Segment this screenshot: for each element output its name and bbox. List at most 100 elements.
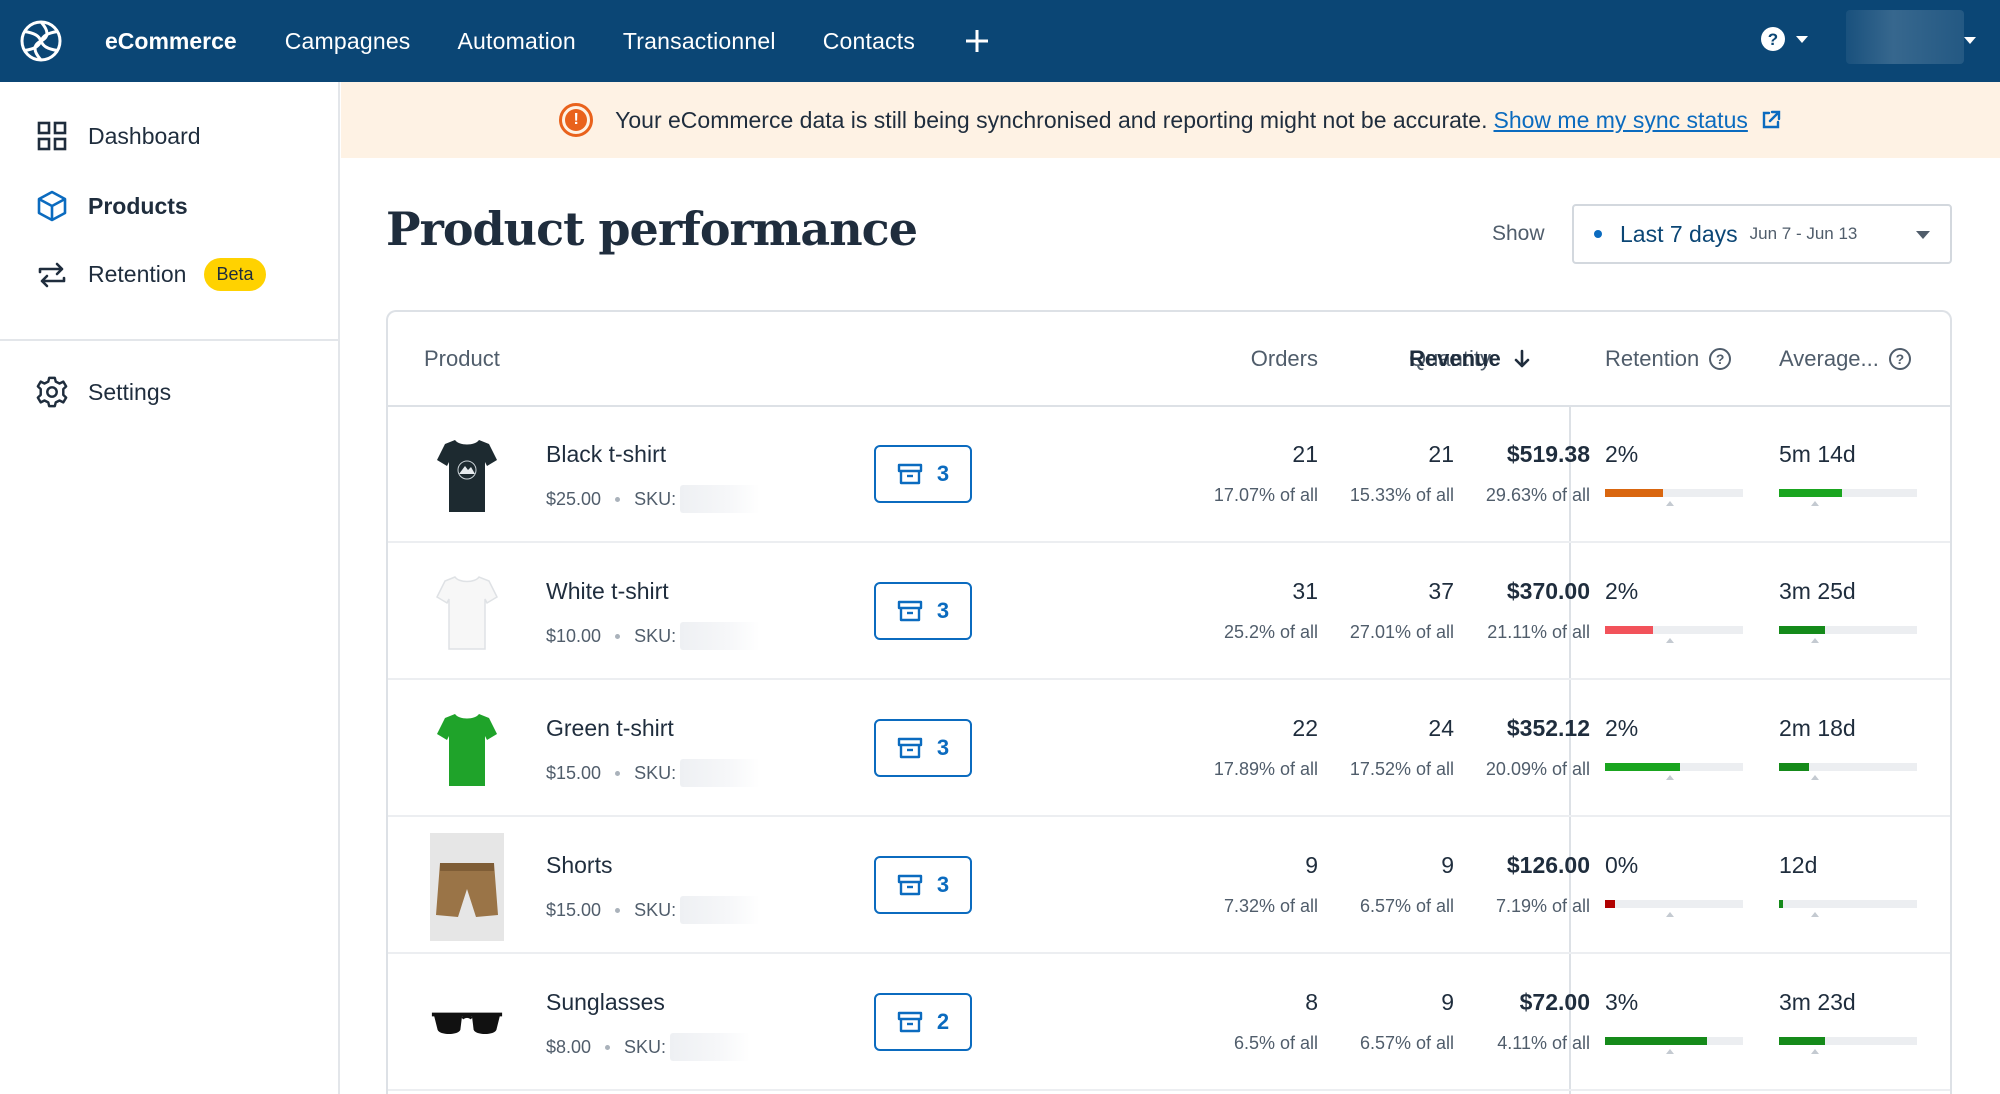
average-bar[interactable] — [1779, 1037, 1917, 1054]
orders-value: 22 — [1292, 715, 1318, 741]
quantity-pct: 6.57% of all — [1359, 896, 1454, 916]
campaigns-button[interactable]: 3 — [874, 719, 972, 777]
archive-box-icon — [897, 600, 923, 622]
campaigns-button[interactable]: 3 — [874, 856, 972, 914]
product-name[interactable]: Green t-shirt — [546, 715, 674, 741]
sku-value-redacted — [680, 896, 761, 924]
nav-contacts[interactable]: Contacts — [822, 27, 916, 54]
sidebar-item-retention[interactable]: Retention Beta — [36, 258, 266, 291]
product-name[interactable]: Black t-shirt — [546, 441, 667, 467]
sku-label: SKU: — [624, 1036, 667, 1057]
benchmark-marker — [1666, 501, 1674, 506]
retention-bar[interactable] — [1605, 1037, 1743, 1054]
nav-brand[interactable]: eCommerce — [105, 27, 237, 54]
revenue-pct: 21.11% of all — [1487, 622, 1590, 642]
help-icon[interactable]: ? — [1888, 348, 1911, 370]
retention-bar[interactable] — [1605, 900, 1743, 917]
brevo-logo-icon[interactable] — [0, 0, 82, 82]
sidebar-divider — [0, 339, 338, 341]
col-average[interactable]: Average... ? — [1779, 346, 1911, 372]
average-bar[interactable] — [1779, 489, 1917, 506]
col-product[interactable]: Product — [424, 346, 500, 371]
table-row[interactable]: White t-shirt $10.00 SKU: 3 31 25.2% of … — [388, 544, 1950, 680]
average-bar[interactable] — [1779, 626, 1917, 643]
revenue-value: $370.00 — [1506, 578, 1590, 604]
product-name[interactable]: White t-shirt — [546, 578, 669, 604]
product-thumbnail[interactable] — [430, 979, 504, 1069]
benchmark-marker — [1666, 775, 1674, 780]
quantity-pct: 17.52% of all — [1349, 759, 1454, 779]
campaigns-button[interactable]: 3 — [874, 582, 972, 640]
revenue-pct: 7.19% of all — [1495, 896, 1590, 916]
average-bar[interactable] — [1779, 763, 1917, 780]
quantity-value: 21 — [1428, 441, 1454, 467]
orders-value: 21 — [1292, 441, 1318, 467]
average-bar[interactable] — [1779, 900, 1917, 917]
product-thumbnail[interactable] — [430, 705, 504, 795]
sidebar-item-settings[interactable]: Settings — [36, 376, 171, 408]
sidebar-item-label: Dashboard — [88, 122, 201, 149]
sidebar-item-label: Settings — [88, 378, 172, 405]
archive-box-icon — [897, 874, 923, 896]
average-bar-fill — [1779, 489, 1842, 497]
average-bar-fill — [1779, 763, 1809, 771]
white-tshirt-image — [436, 576, 498, 650]
orders-value: 8 — [1305, 989, 1318, 1015]
separator-dot — [615, 633, 621, 639]
sidebar-item-products[interactable]: Products — [36, 190, 188, 222]
retention-bar[interactable] — [1605, 489, 1743, 506]
product-price: $25.00 — [546, 488, 602, 509]
retention-value: 0% — [1605, 852, 1639, 878]
beta-badge: Beta — [204, 258, 266, 291]
chevron-down-icon[interactable] — [1964, 37, 1976, 44]
repeat-icon — [36, 259, 68, 291]
campaigns-button[interactable]: 3 — [874, 445, 972, 503]
table-row[interactable]: Black t-shirt $25.00 SKU: 3 21 17.07% of… — [388, 407, 1950, 543]
help-icon[interactable]: ? — [1709, 348, 1732, 370]
product-price: $8.00 — [546, 1036, 592, 1057]
retention-bar[interactable] — [1605, 763, 1743, 780]
benchmark-marker — [1811, 775, 1819, 780]
nav-automation[interactable]: Automation — [457, 27, 576, 54]
retention-bar-fill — [1605, 626, 1653, 634]
external-link-icon[interactable] — [1760, 109, 1782, 131]
product-thumbnail[interactable] — [430, 568, 504, 658]
date-range-select[interactable]: Last 7 days Jun 7 - Jun 13 — [1572, 204, 1952, 264]
benchmark-marker — [1811, 638, 1819, 643]
campaigns-button[interactable]: 2 — [874, 993, 972, 1051]
help-icon: ? — [1761, 27, 1785, 51]
warning-icon: ! — [559, 103, 594, 137]
retention-bar[interactable] — [1605, 626, 1743, 643]
quantity-pct: 6.57% of all — [1359, 1033, 1454, 1053]
sync-status-link[interactable]: Show me my sync status — [1493, 106, 1748, 133]
table-row[interactable]: Sunglasses $8.00 SKU: 2 8 6.5% of all 9 … — [388, 955, 1950, 1091]
retention-bar-fill — [1605, 900, 1615, 908]
col-quantity[interactable]: Quantity — [1409, 346, 1491, 371]
nav-transactionnel[interactable]: Transactionnel — [622, 27, 776, 54]
banner-text: Your eCommerce data is still being synch… — [615, 106, 1488, 133]
col-retention[interactable]: Retention ? — [1605, 346, 1732, 372]
product-thumbnail[interactable] — [430, 431, 504, 521]
retention-value: 2% — [1605, 578, 1639, 604]
average-bar-fill — [1779, 626, 1825, 634]
revenue-pct: 29.63% of all — [1485, 485, 1590, 505]
table-row[interactable]: Green t-shirt $15.00 SKU: 3 22 17.89% of… — [388, 681, 1950, 817]
col-revenue[interactable]: Revenue — [1409, 346, 1531, 372]
account-menu[interactable] — [1846, 10, 1964, 64]
col-orders[interactable]: Orders — [1250, 346, 1318, 371]
grid-icon — [36, 120, 68, 152]
sidebar-item-label: Retention — [88, 261, 187, 287]
help-menu[interactable]: ? — [1760, 26, 1808, 52]
table-row[interactable]: Shorts $15.00 SKU: 3 9 7.32% of all 9 6.… — [388, 818, 1950, 954]
benchmark-marker — [1666, 1049, 1674, 1054]
sidebar-item-dashboard[interactable]: Dashboard — [36, 120, 201, 152]
nav-campagnes[interactable]: Campagnes — [284, 27, 411, 54]
product-name[interactable]: Sunglasses — [546, 989, 665, 1015]
separator-dot — [615, 770, 621, 776]
product-thumbnail[interactable] — [430, 832, 504, 942]
separator-dot — [605, 1044, 611, 1050]
separator-dot — [615, 496, 621, 502]
plus-icon[interactable] — [964, 28, 990, 54]
sku-value-redacted — [680, 759, 761, 787]
product-name[interactable]: Shorts — [546, 852, 613, 878]
